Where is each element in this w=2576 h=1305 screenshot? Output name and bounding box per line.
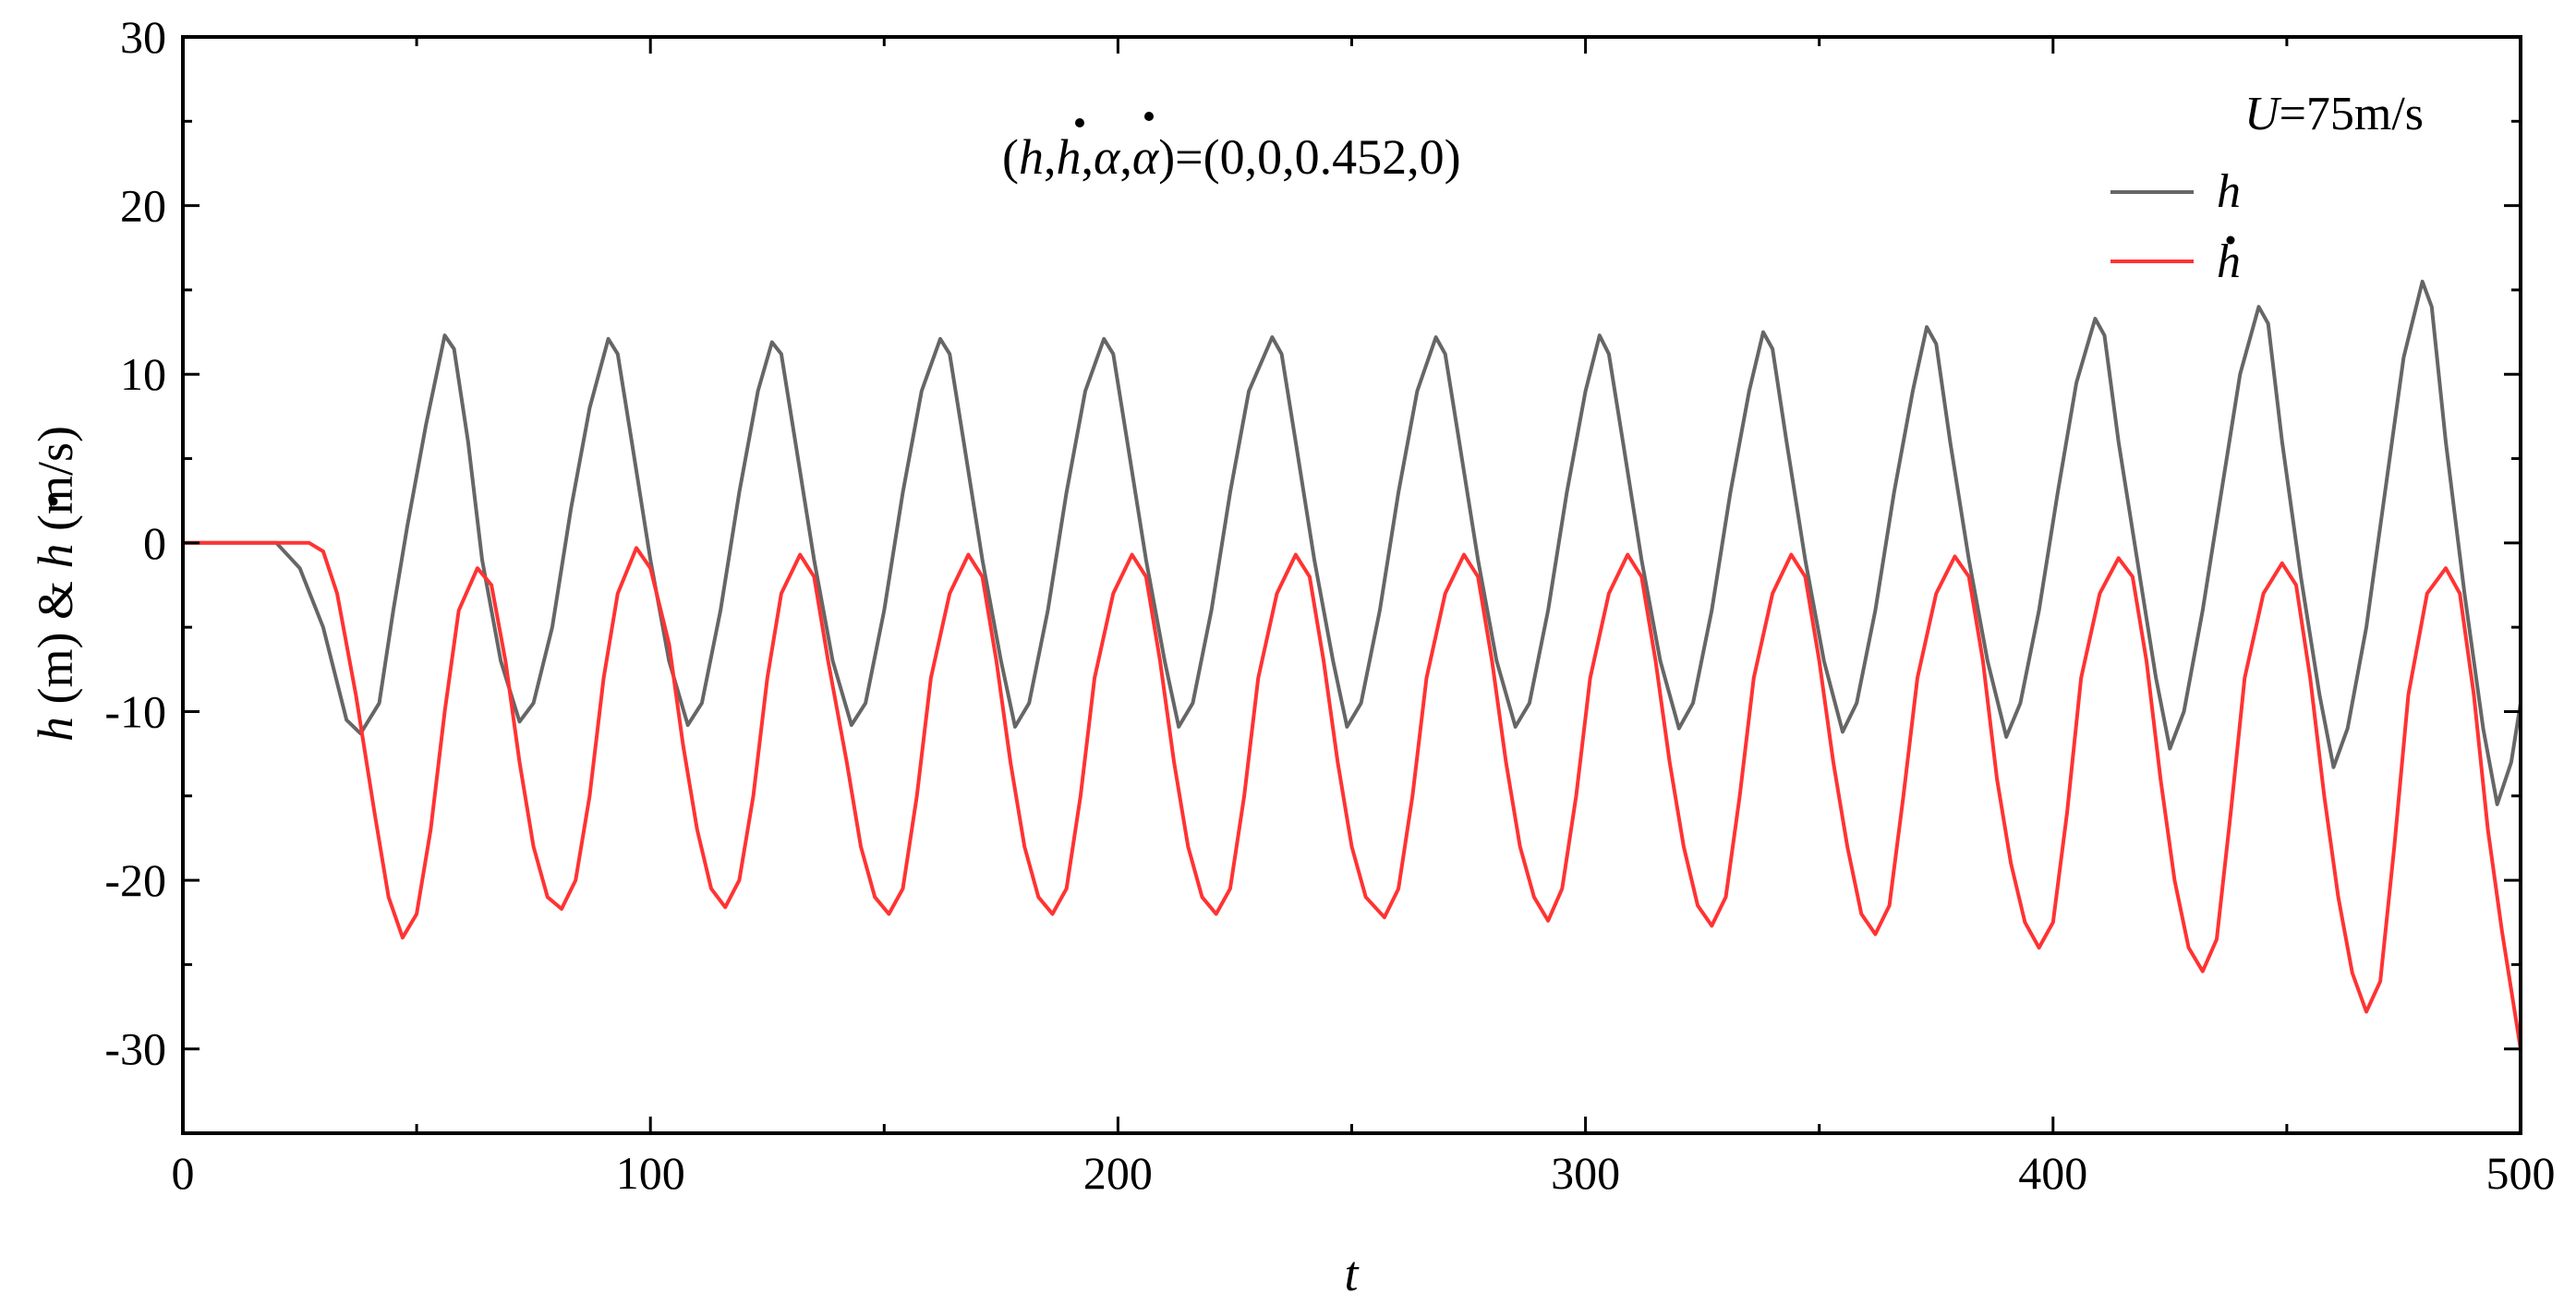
annot-hdot: h	[1056, 129, 1081, 185]
ylabel-hdot: h	[28, 544, 83, 569]
y-tick-label: 30	[120, 11, 166, 63]
y-tick-label: -30	[104, 1023, 166, 1075]
x-tick-label: 400	[2018, 1147, 2087, 1199]
legend-title-value: =75m/s	[2280, 88, 2424, 140]
annot-comma: ,	[1119, 129, 1132, 185]
y-tick-label: -20	[104, 854, 166, 906]
legend-label-h: h	[2217, 165, 2241, 218]
legend: U=75m/s h h	[2110, 88, 2424, 288]
legend-title: U=75m/s	[2244, 88, 2424, 140]
ylabel-h: h	[28, 717, 83, 742]
plot-frame	[181, 35, 2522, 1135]
ylabel-mid: (m) &	[28, 569, 83, 717]
x-tick-label: 200	[1083, 1147, 1153, 1199]
legend-dot-mark	[2226, 236, 2235, 245]
x-tick-label: 500	[2486, 1147, 2556, 1199]
y-tick-label: 20	[120, 180, 166, 232]
annot-paren: (	[1002, 129, 1019, 185]
annot-comma: ,	[1081, 129, 1094, 185]
annot-alpha: α	[1094, 129, 1121, 185]
annotation: (h,h,α,α)=(0,0,0.452,0)	[1002, 129, 1461, 185]
y-tick-label: -10	[104, 685, 166, 737]
annot-alphadot: α	[1132, 129, 1160, 185]
annot-dot-h	[1075, 118, 1084, 127]
svg-text:h (m) & h (m/s): h (m) & h (m/s)	[28, 426, 83, 742]
y-tick-label: 10	[120, 348, 166, 400]
x-tick-label: 100	[616, 1147, 685, 1199]
legend-label-hdot: h	[2217, 236, 2241, 288]
annot-comma: ,	[1044, 129, 1057, 185]
x-tick-label: 0	[172, 1147, 195, 1199]
series-layer	[183, 279, 2522, 1050]
svg-text:(h,h,α,α)=(0,0,0.452,0): (h,h,α,α)=(0,0,0.452,0)	[1002, 129, 1461, 185]
y-tick-label: 0	[143, 517, 166, 569]
ylabel-units: (m/s)	[28, 426, 83, 544]
annot-h: h	[1019, 129, 1044, 185]
x-axis-title: t	[1344, 1246, 1360, 1301]
x-tick-label: 300	[1551, 1147, 1620, 1199]
legend-title-u: U	[2244, 88, 2282, 140]
series-line-h	[183, 279, 2522, 806]
y-axis-title: h (m) & h (m/s)	[28, 426, 83, 742]
annot-dot-alpha	[1144, 112, 1154, 121]
series-line-hdot	[183, 540, 2522, 1050]
annot-values: )=(0,0,0.452,0)	[1158, 129, 1460, 185]
ylabel-dot	[49, 497, 58, 506]
